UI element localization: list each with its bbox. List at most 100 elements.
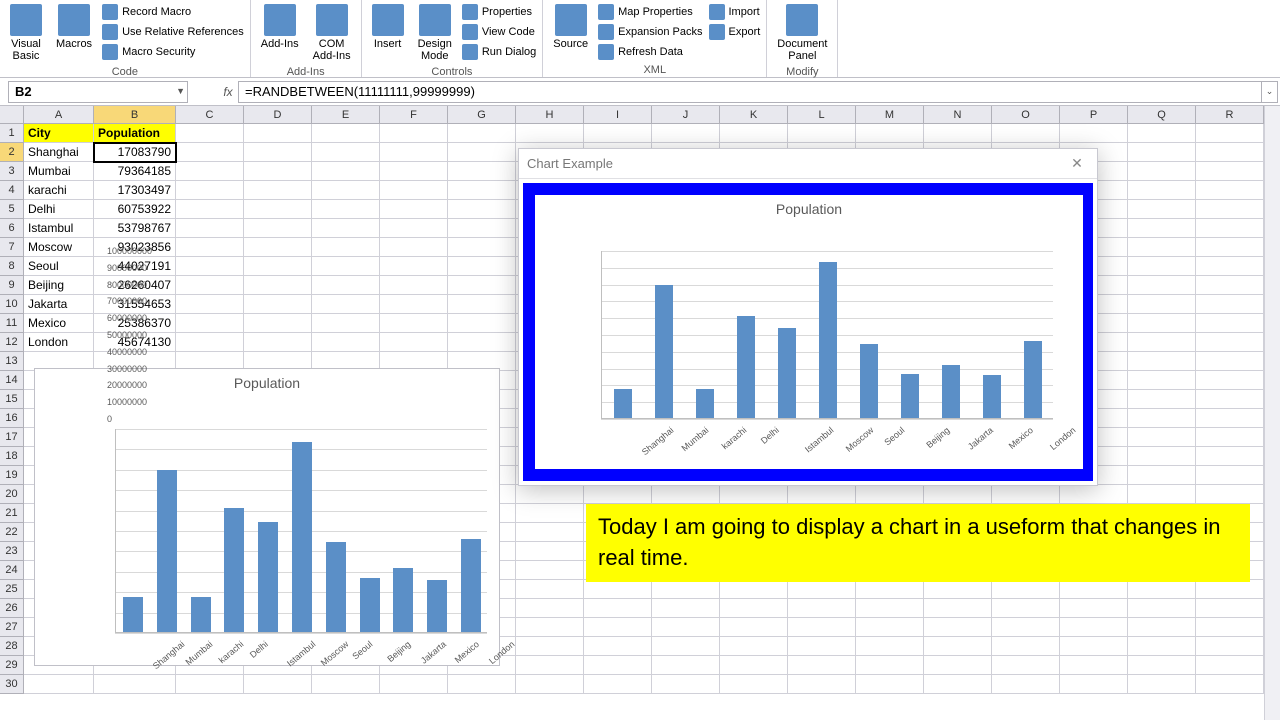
cell[interactable] xyxy=(1128,390,1196,409)
cell[interactable] xyxy=(448,162,516,181)
row-header[interactable]: 13 xyxy=(0,352,24,371)
cell[interactable] xyxy=(1196,618,1264,637)
row-header[interactable]: 5 xyxy=(0,200,24,219)
cell[interactable] xyxy=(720,618,788,637)
cell[interactable] xyxy=(380,181,448,200)
cell[interactable] xyxy=(176,219,244,238)
cell[interactable] xyxy=(1128,276,1196,295)
cell[interactable]: Shanghai xyxy=(24,143,94,162)
record-macro-button[interactable]: Record Macro xyxy=(102,2,244,22)
cell[interactable]: Delhi xyxy=(24,200,94,219)
cell[interactable]: Moscow xyxy=(24,238,94,257)
column-header[interactable]: G xyxy=(448,106,516,124)
cell[interactable] xyxy=(1196,485,1264,504)
cell[interactable] xyxy=(1196,390,1264,409)
cell[interactable] xyxy=(448,124,516,143)
row-header[interactable]: 30 xyxy=(0,675,24,694)
cell[interactable] xyxy=(1060,637,1128,656)
cell[interactable] xyxy=(856,637,924,656)
cell[interactable] xyxy=(652,485,720,504)
cell[interactable] xyxy=(516,504,584,523)
cell[interactable] xyxy=(448,143,516,162)
cell[interactable] xyxy=(448,219,516,238)
row-header[interactable]: 6 xyxy=(0,219,24,238)
column-header[interactable]: R xyxy=(1196,106,1264,124)
cell[interactable] xyxy=(856,124,924,143)
cell[interactable] xyxy=(720,599,788,618)
cell[interactable] xyxy=(788,485,856,504)
cell[interactable] xyxy=(516,561,584,580)
cell[interactable] xyxy=(788,580,856,599)
row-header[interactable]: 9 xyxy=(0,276,24,295)
cell[interactable] xyxy=(1128,295,1196,314)
cell[interactable] xyxy=(652,124,720,143)
cell[interactable] xyxy=(720,656,788,675)
cell[interactable] xyxy=(1128,428,1196,447)
formula-expand-button[interactable]: ⌄ xyxy=(1262,81,1278,103)
cell[interactable] xyxy=(856,656,924,675)
cell[interactable] xyxy=(448,200,516,219)
cell[interactable] xyxy=(584,637,652,656)
cell[interactable] xyxy=(176,124,244,143)
cell[interactable] xyxy=(992,637,1060,656)
design-mode-button[interactable]: DesignMode xyxy=(414,2,456,64)
macro-security-button[interactable]: Macro Security xyxy=(102,42,244,62)
cell[interactable] xyxy=(176,143,244,162)
cell[interactable] xyxy=(856,618,924,637)
cell[interactable] xyxy=(516,124,584,143)
cell[interactable] xyxy=(516,618,584,637)
cell[interactable] xyxy=(1196,181,1264,200)
cell[interactable] xyxy=(584,618,652,637)
cell[interactable] xyxy=(720,675,788,694)
cell[interactable] xyxy=(176,675,244,694)
formula-input[interactable]: =RANDBETWEEN(11111111,99999999) xyxy=(238,81,1262,103)
cell[interactable] xyxy=(1196,656,1264,675)
cell[interactable] xyxy=(380,162,448,181)
row-header[interactable]: 11 xyxy=(0,314,24,333)
cell[interactable] xyxy=(584,124,652,143)
cell[interactable] xyxy=(380,219,448,238)
column-header[interactable]: H xyxy=(516,106,584,124)
cell[interactable] xyxy=(380,675,448,694)
cell[interactable] xyxy=(788,675,856,694)
cell[interactable] xyxy=(1128,485,1196,504)
cell[interactable] xyxy=(1060,599,1128,618)
cell[interactable] xyxy=(652,656,720,675)
cell[interactable] xyxy=(1128,333,1196,352)
row-header[interactable]: 1 xyxy=(0,124,24,143)
cell[interactable] xyxy=(448,675,516,694)
cell[interactable] xyxy=(1060,124,1128,143)
cell[interactable] xyxy=(94,675,176,694)
cell[interactable] xyxy=(992,656,1060,675)
cell[interactable] xyxy=(380,124,448,143)
cell[interactable] xyxy=(1196,162,1264,181)
column-header[interactable]: N xyxy=(924,106,992,124)
cell[interactable] xyxy=(652,599,720,618)
cell[interactable] xyxy=(1196,314,1264,333)
cell[interactable]: karachi xyxy=(24,181,94,200)
cell[interactable] xyxy=(516,523,584,542)
column-header[interactable]: P xyxy=(1060,106,1128,124)
cell[interactable] xyxy=(856,599,924,618)
cell[interactable]: 53798767 xyxy=(94,219,176,238)
cell[interactable] xyxy=(1128,637,1196,656)
cell[interactable] xyxy=(1128,675,1196,694)
userform-titlebar[interactable]: Chart Example ✕ xyxy=(519,149,1097,179)
cell[interactable] xyxy=(24,675,94,694)
cell[interactable] xyxy=(1128,181,1196,200)
worksheet-grid[interactable]: ABCDEFGHIJKLMNOPQR 123456789101112131415… xyxy=(0,106,1280,720)
cell[interactable] xyxy=(1196,447,1264,466)
cell[interactable] xyxy=(924,637,992,656)
cell[interactable] xyxy=(924,656,992,675)
column-header[interactable]: Q xyxy=(1128,106,1196,124)
cell[interactable] xyxy=(652,637,720,656)
row-header[interactable]: 28 xyxy=(0,637,24,656)
expansion-packs-button[interactable]: Expansion Packs xyxy=(598,22,702,42)
cell[interactable] xyxy=(1196,580,1264,599)
cell[interactable] xyxy=(516,656,584,675)
vertical-scrollbar[interactable] xyxy=(1264,106,1280,720)
cell[interactable] xyxy=(992,599,1060,618)
cell[interactable] xyxy=(1196,352,1264,371)
cell[interactable] xyxy=(584,485,652,504)
cell[interactable] xyxy=(992,124,1060,143)
